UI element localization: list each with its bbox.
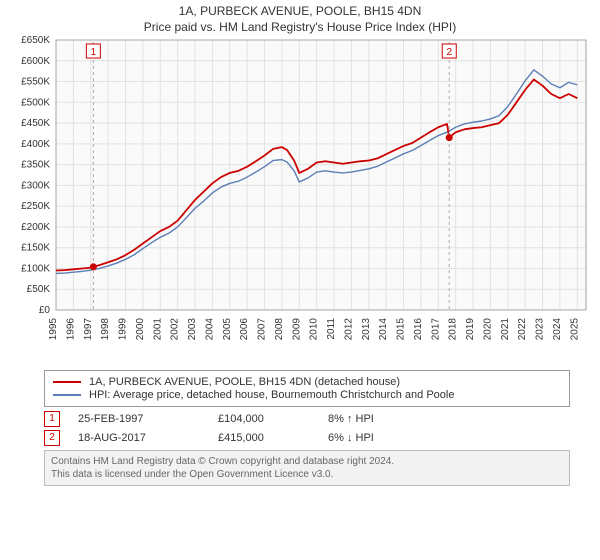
sale-diff: 8% ↑ HPI xyxy=(328,413,374,425)
svg-text:2017: 2017 xyxy=(430,318,441,341)
svg-text:2018: 2018 xyxy=(448,318,459,341)
svg-text:£450K: £450K xyxy=(21,118,50,129)
svg-text:£200K: £200K xyxy=(21,222,50,233)
svg-text:£400K: £400K xyxy=(21,139,50,150)
svg-text:2000: 2000 xyxy=(135,318,146,341)
svg-text:2003: 2003 xyxy=(187,318,198,341)
svg-text:2005: 2005 xyxy=(222,318,233,341)
sale-row: 2 18-AUG-2017 £415,000 6% ↓ HPI xyxy=(44,430,570,446)
title-address: 1A, PURBECK AVENUE, POOLE, BH15 4DN xyxy=(0,4,600,18)
svg-text:2010: 2010 xyxy=(309,318,320,341)
footer-line1: Contains HM Land Registry data © Crown c… xyxy=(51,455,563,468)
svg-text:2020: 2020 xyxy=(482,318,493,341)
legend-label-hpi: HPI: Average price, detached house, Bour… xyxy=(89,389,454,401)
svg-text:£300K: £300K xyxy=(21,180,50,191)
sale-price: £415,000 xyxy=(218,432,328,444)
svg-text:£50K: £50K xyxy=(27,284,51,295)
sale-date: 25-FEB-1997 xyxy=(78,413,218,425)
svg-text:2009: 2009 xyxy=(291,318,302,341)
sale-diff: 6% ↓ HPI xyxy=(328,432,374,444)
svg-text:2006: 2006 xyxy=(239,318,250,341)
svg-text:£650K: £650K xyxy=(21,35,50,46)
svg-text:2025: 2025 xyxy=(569,318,580,341)
svg-text:2001: 2001 xyxy=(152,318,163,341)
svg-text:2011: 2011 xyxy=(326,318,337,340)
svg-text:£600K: £600K xyxy=(21,56,50,67)
sale-date: 18-AUG-2017 xyxy=(78,432,218,444)
svg-text:2016: 2016 xyxy=(413,318,424,341)
svg-text:£150K: £150K xyxy=(21,243,50,254)
svg-text:£0: £0 xyxy=(39,305,51,316)
svg-text:1995: 1995 xyxy=(48,318,59,341)
svg-text:2: 2 xyxy=(446,47,452,58)
title-subtitle: Price paid vs. HM Land Registry's House … xyxy=(0,20,600,34)
sale-marker-1: 1 xyxy=(44,411,60,427)
svg-text:2002: 2002 xyxy=(170,318,181,341)
svg-text:2004: 2004 xyxy=(204,318,215,341)
legend: 1A, PURBECK AVENUE, POOLE, BH15 4DN (det… xyxy=(44,370,570,407)
svg-text:2015: 2015 xyxy=(396,318,407,341)
svg-text:2024: 2024 xyxy=(552,318,563,341)
chart-titles: 1A, PURBECK AVENUE, POOLE, BH15 4DN Pric… xyxy=(0,0,600,34)
svg-text:£100K: £100K xyxy=(21,263,50,274)
svg-text:2021: 2021 xyxy=(500,318,511,341)
sales-table: 1 25-FEB-1997 £104,000 8% ↑ HPI 2 18-AUG… xyxy=(44,411,570,446)
svg-text:2008: 2008 xyxy=(274,318,285,341)
legend-swatch-property xyxy=(53,381,81,383)
svg-text:1997: 1997 xyxy=(83,318,94,341)
svg-text:2023: 2023 xyxy=(535,318,546,341)
svg-text:2014: 2014 xyxy=(378,318,389,341)
sale-marker-2: 2 xyxy=(44,430,60,446)
price-chart-svg: £0 £50K £100K £150K £200K £250K £300K £350K £400… xyxy=(0,34,600,364)
svg-text:£250K: £250K xyxy=(21,201,50,212)
svg-text:£500K: £500K xyxy=(21,97,50,108)
svg-text:£350K: £350K xyxy=(21,160,50,171)
attribution-footer: Contains HM Land Registry data © Crown c… xyxy=(44,450,570,486)
svg-text:£550K: £550K xyxy=(21,77,50,88)
svg-text:1: 1 xyxy=(91,47,97,58)
sale-price: £104,000 xyxy=(218,413,328,425)
chart-area: £0 £50K £100K £150K £200K £250K £300K £350K £400… xyxy=(0,34,600,364)
legend-swatch-hpi xyxy=(53,394,81,396)
footer-line2: This data is licensed under the Open Gov… xyxy=(51,468,563,481)
svg-text:2022: 2022 xyxy=(517,318,528,341)
svg-text:1996: 1996 xyxy=(65,318,76,341)
legend-label-property: 1A, PURBECK AVENUE, POOLE, BH15 4DN (det… xyxy=(89,376,400,388)
legend-row-hpi: HPI: Average price, detached house, Bour… xyxy=(53,389,561,401)
svg-text:1998: 1998 xyxy=(100,318,111,341)
svg-text:2019: 2019 xyxy=(465,318,476,341)
svg-text:2007: 2007 xyxy=(257,318,268,341)
svg-text:2012: 2012 xyxy=(343,318,354,341)
legend-row-property: 1A, PURBECK AVENUE, POOLE, BH15 4DN (det… xyxy=(53,376,561,388)
svg-text:2013: 2013 xyxy=(361,318,372,341)
sale-row: 1 25-FEB-1997 £104,000 8% ↑ HPI xyxy=(44,411,570,427)
svg-text:1999: 1999 xyxy=(118,318,129,341)
